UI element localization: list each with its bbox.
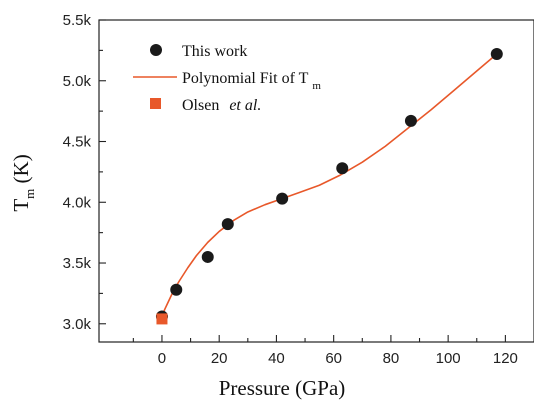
y-tick-label: 3.5k	[63, 255, 92, 272]
fit-layer	[161, 53, 498, 317]
this-work-data-point	[276, 192, 289, 205]
legend-label-this-work: This work	[182, 43, 247, 60]
x-tick-label: 80	[383, 350, 400, 367]
legend-label-olsen-italic: et al.	[229, 97, 261, 114]
y-tick-label: 4.0k	[63, 194, 92, 211]
legend-label-olsen: Olsen et al.	[182, 97, 261, 114]
tick-labels: 0 20 40 60 80 100 120 3.0k 3.5k 4.0k 4.5k 5.0k 5.5k	[63, 12, 518, 367]
this-work-data-point	[490, 48, 503, 61]
y-tick-label: 5.5k	[63, 12, 92, 29]
polynomial-fit-line	[161, 53, 498, 317]
this-work-data-point	[404, 114, 417, 127]
y-tick-label: 5.0k	[63, 73, 92, 90]
this-work-data-point	[170, 283, 183, 296]
y-axis-label-unit: (K)	[9, 154, 33, 188]
legend-label-olsen-main: Olsen	[182, 97, 219, 114]
x-tick-label: 40	[268, 350, 285, 367]
legend-label-fit-main: Polynomial Fit of T	[182, 70, 309, 87]
this-work-data-point	[221, 218, 234, 231]
legend-marker-this-work	[150, 44, 162, 56]
points-layer	[155, 48, 503, 325]
x-tick-label: 100	[436, 350, 461, 367]
y-axis-label: Tm (K)	[9, 154, 37, 211]
y-tick-label: 3.0k	[63, 316, 92, 333]
this-work-data-point	[336, 162, 349, 175]
y-tick-label: 4.5k	[63, 134, 92, 151]
x-tick-label: 20	[211, 350, 228, 367]
olsen-data-point	[156, 313, 168, 325]
plot-frame	[98, 19, 534, 343]
legend-marker-olsen	[150, 98, 161, 109]
y-axis-label-sub: m	[22, 189, 37, 199]
x-tick-label: 120	[493, 350, 518, 367]
x-axis-label: Pressure (GPa)	[219, 376, 346, 400]
x-tick-label: 60	[325, 350, 342, 367]
x-tick-label: 0	[158, 350, 166, 367]
axes-ticks	[99, 19, 506, 342]
legend-label-fit-sub: m	[312, 80, 321, 92]
this-work-data-point	[201, 250, 214, 263]
y-axis-label-main: T	[9, 199, 33, 212]
